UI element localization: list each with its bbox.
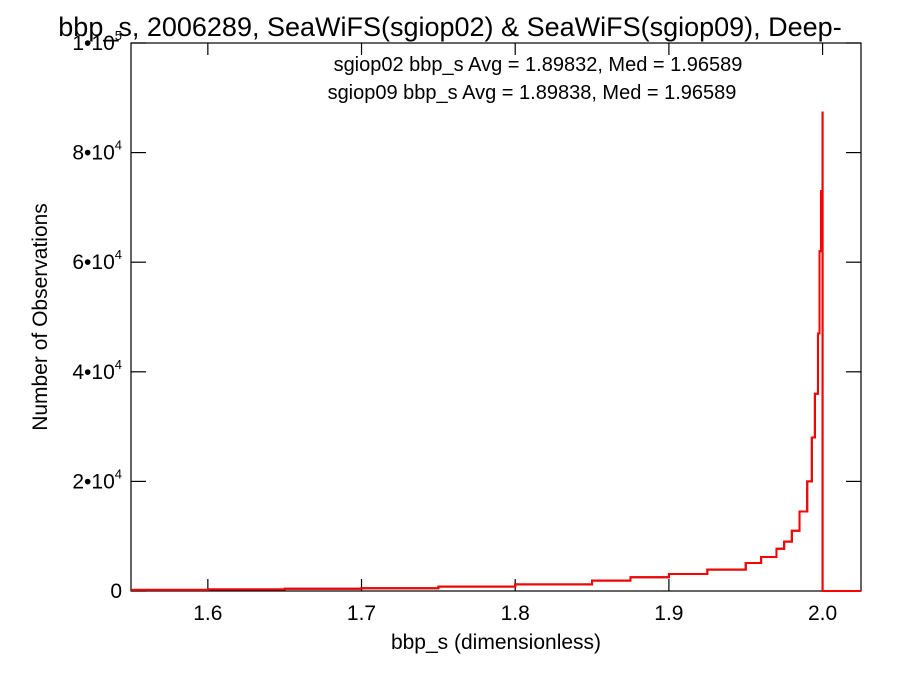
legend-entry-sgiop09: sgiop09 bbp_s Avg = 1.89838, Med = 1.965… bbox=[328, 82, 737, 104]
plot-frame bbox=[130, 42, 862, 592]
x-tick-label: 1.9 bbox=[654, 602, 683, 625]
y-tick-exponent: 4 bbox=[115, 466, 122, 481]
chart-title: bbp_s, 2006289, SeaWiFS(sgiop02) & SeaWi… bbox=[58, 12, 841, 42]
legend-entry-sgiop02: sgiop02 bbp_s Avg = 1.89832, Med = 1.965… bbox=[334, 54, 743, 76]
y-tick-exponent: 4 bbox=[115, 138, 122, 153]
y-tick-mantissa: 4•10 bbox=[72, 361, 114, 384]
y-tick-exponent: 4 bbox=[115, 357, 122, 372]
y-tick-mantissa: 2•10 bbox=[72, 470, 114, 493]
y-tick-label: 1•105 bbox=[72, 28, 122, 55]
y-axis-label: Number of Observations bbox=[29, 203, 52, 431]
x-tick-label: 1.7 bbox=[347, 602, 376, 625]
y-tick-mantissa: 6•10 bbox=[72, 251, 114, 274]
x-tick-label: 2.0 bbox=[808, 602, 837, 625]
y-tick-label: 2•104 bbox=[72, 466, 122, 493]
y-tick-exponent: 5 bbox=[115, 28, 122, 43]
y-tick-label: 0 bbox=[110, 580, 122, 603]
y-tick-label: 6•104 bbox=[72, 247, 122, 274]
series-line-sgiop09 bbox=[131, 111, 861, 592]
y-tick-label: 4•104 bbox=[72, 357, 122, 384]
y-tick-mantissa: 0 bbox=[110, 580, 122, 603]
y-tick-mantissa: 1•10 bbox=[72, 32, 114, 55]
series-layer bbox=[131, 111, 861, 592]
y-tick-label: 8•104 bbox=[72, 138, 122, 165]
x-axis-ticks: 1.6 1.7 1.8 1.9 2.0 bbox=[193, 43, 837, 625]
x-tick-label: 1.6 bbox=[193, 602, 222, 625]
x-axis-label: bbp_s (dimensionless) bbox=[391, 631, 601, 654]
x-tick-label: 1.8 bbox=[501, 602, 530, 625]
y-tick-exponent: 4 bbox=[115, 247, 122, 262]
series-line-sgiop02 bbox=[131, 111, 861, 592]
y-tick-mantissa: 8•10 bbox=[72, 142, 114, 165]
